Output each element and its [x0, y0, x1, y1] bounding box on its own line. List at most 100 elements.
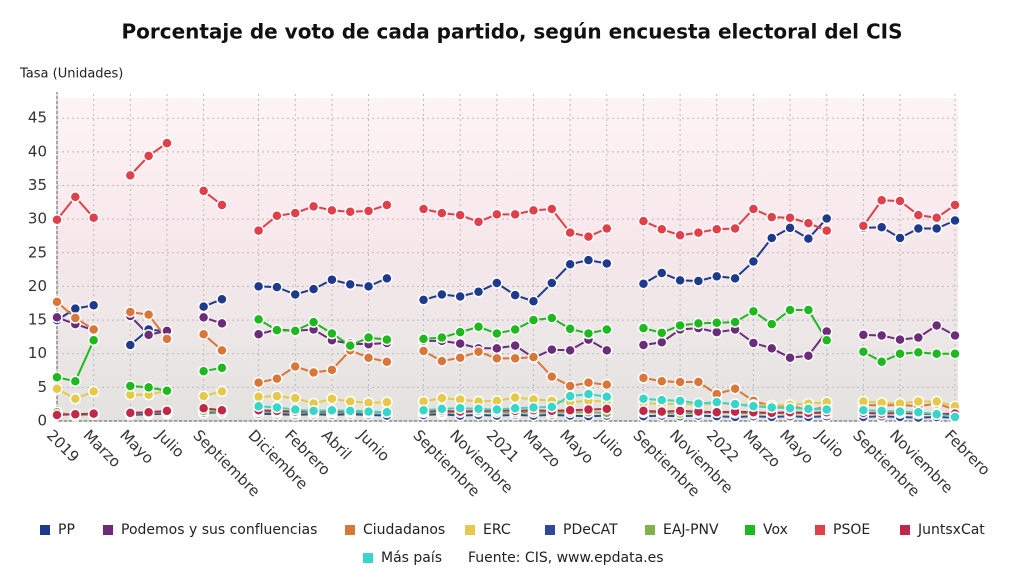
- data-point: [949, 199, 961, 211]
- data-point: [729, 272, 741, 285]
- y-tick-label: 5: [37, 378, 47, 396]
- data-point: [930, 347, 943, 360]
- source-note: Fuente: CIS, www.epdata.es: [468, 550, 664, 566]
- data-point: [637, 277, 650, 290]
- data-point: [601, 222, 613, 235]
- data-point: [857, 220, 870, 232]
- y-axis-title: Tasa (Unidades): [19, 67, 123, 82]
- data-point: [784, 212, 796, 224]
- x-tick-label: Febrero: [941, 426, 994, 479]
- data-point: [161, 333, 173, 345]
- data-point: [564, 404, 576, 416]
- data-point: [326, 404, 338, 416]
- data-point: [216, 385, 228, 398]
- data-point: [656, 267, 668, 279]
- data-point: [197, 311, 210, 324]
- data-point: [417, 203, 430, 215]
- data-point: [546, 203, 558, 215]
- data-point: [454, 290, 466, 303]
- data-point: [381, 406, 393, 419]
- data-point: [344, 278, 356, 291]
- legend-swatch: [40, 525, 50, 535]
- data-point: [637, 215, 650, 227]
- legend-item: ERC: [465, 522, 511, 538]
- data-point: [271, 401, 283, 414]
- legend-item: Más país: [363, 550, 442, 566]
- data-point: [69, 302, 82, 315]
- data-point: [252, 313, 265, 326]
- data-point: [711, 326, 723, 338]
- data-point: [454, 209, 466, 221]
- data-point: [637, 393, 650, 405]
- data-point: [491, 208, 503, 221]
- data-point: [472, 403, 485, 415]
- data-point: [875, 356, 888, 368]
- data-point: [509, 289, 521, 301]
- legend-label: PP: [58, 522, 75, 538]
- data-point: [802, 232, 815, 245]
- data-point: [564, 380, 576, 392]
- data-point: [637, 405, 650, 417]
- legend-swatch: [363, 553, 373, 563]
- data-point: [197, 365, 210, 377]
- data-point: [674, 395, 686, 407]
- legend-item: Podemos y sus confluencias: [103, 522, 317, 538]
- data-point: [949, 214, 961, 227]
- data-point: [912, 209, 925, 221]
- y-tick-label: 20: [28, 277, 47, 295]
- data-point: [546, 343, 558, 356]
- data-point: [491, 277, 503, 289]
- data-point: [161, 137, 173, 149]
- data-point: [875, 329, 888, 342]
- data-point: [491, 403, 503, 416]
- data-point: [51, 214, 63, 226]
- legend-label: ERC: [483, 522, 511, 538]
- data-point: [454, 337, 466, 350]
- data-point: [802, 217, 815, 229]
- data-point: [87, 323, 100, 336]
- data-point: [252, 224, 265, 237]
- legend-item: PSOE: [815, 522, 870, 538]
- data-point: [197, 185, 210, 197]
- data-point: [454, 326, 466, 338]
- data-point: [656, 336, 668, 349]
- data-point: [69, 408, 82, 421]
- data-point: [656, 223, 668, 235]
- data-point: [601, 378, 613, 391]
- data-point: [509, 339, 521, 352]
- x-tick-label: Marzo: [739, 426, 784, 471]
- data-point: [601, 257, 613, 270]
- data-point: [527, 314, 540, 326]
- x-tick-label: Mayo: [776, 426, 817, 467]
- data-point: [362, 405, 375, 418]
- data-point: [802, 403, 815, 415]
- data-point: [949, 411, 961, 423]
- legend-label: PSOE: [833, 522, 870, 538]
- data-point: [546, 401, 558, 413]
- data-point: [930, 408, 943, 421]
- data-point: [142, 381, 155, 394]
- data-point: [51, 382, 63, 395]
- data-point: [69, 312, 82, 324]
- data-point: [307, 405, 320, 417]
- data-point: [729, 398, 741, 410]
- data-point: [875, 221, 888, 233]
- legend-swatch: [345, 525, 355, 535]
- data-point: [582, 254, 595, 266]
- data-point: [142, 329, 155, 341]
- data-point: [546, 277, 558, 289]
- legend-swatch: [103, 525, 113, 535]
- data-point: [729, 222, 741, 235]
- data-point: [692, 376, 705, 388]
- data-point: [216, 362, 228, 374]
- data-point: [656, 375, 668, 388]
- x-tick-label: 2019: [43, 426, 83, 466]
- data-point: [326, 393, 338, 405]
- data-point: [454, 402, 466, 414]
- data-point: [765, 318, 778, 330]
- y-tick-label: 30: [28, 210, 47, 228]
- data-point: [491, 352, 503, 365]
- data-point: [417, 294, 430, 306]
- data-point: [51, 409, 63, 421]
- data-point: [436, 403, 448, 415]
